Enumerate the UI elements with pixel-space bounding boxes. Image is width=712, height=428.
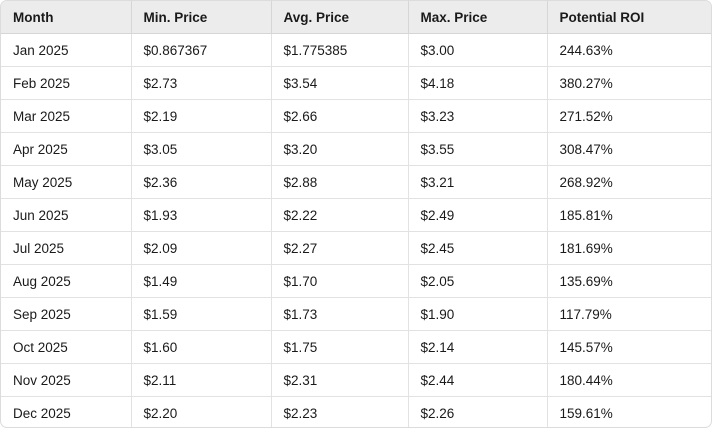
month-cell: Aug 2025: [1, 264, 132, 298]
max-price-cell: $3.55: [408, 132, 548, 166]
min-price-cell: $2.20: [131, 396, 272, 427]
potential-roi-cell: 268.92%: [547, 165, 711, 199]
month-cell: Jan 2025: [1, 33, 132, 67]
max-price-cell: $3.21: [408, 165, 548, 199]
table-row: Mar 2025 $2.19 $2.66 $3.23 271.52%: [1, 99, 711, 133]
table-row: Aug 2025 $1.49 $1.70 $2.05 135.69%: [1, 264, 711, 298]
month-cell: Sep 2025: [1, 297, 132, 331]
avg-price-cell: $2.22: [271, 198, 409, 232]
table-row: Sep 2025 $1.59 $1.73 $1.90 117.79%: [1, 297, 711, 331]
header-potential-roi: Potential ROI: [547, 1, 711, 34]
max-price-cell: $2.26: [408, 396, 548, 427]
header-min-price: Min. Price: [131, 1, 272, 34]
min-price-cell: $2.11: [131, 363, 272, 397]
avg-price-cell: $3.54: [271, 66, 409, 100]
max-price-cell: $3.00: [408, 33, 548, 67]
min-price-cell: $1.59: [131, 297, 272, 331]
month-cell: Dec 2025: [1, 396, 132, 427]
month-cell: Mar 2025: [1, 99, 132, 133]
table-row: Jun 2025 $1.93 $2.22 $2.49 185.81%: [1, 198, 711, 232]
table-row: Feb 2025 $2.73 $3.54 $4.18 380.27%: [1, 66, 711, 100]
avg-price-cell: $1.73: [271, 297, 409, 331]
max-price-cell: $2.44: [408, 363, 548, 397]
min-price-cell: $3.05: [131, 132, 272, 166]
table-row: Jan 2025 $0.867367 $1.775385 $3.00 244.63%: [1, 33, 711, 67]
avg-price-cell: $2.31: [271, 363, 409, 397]
table-header: Month Min. Price Avg. Price Max. Price P…: [1, 1, 711, 34]
potential-roi-cell: 180.44%: [547, 363, 711, 397]
avg-price-cell: $2.88: [271, 165, 409, 199]
min-price-cell: $2.36: [131, 165, 272, 199]
potential-roi-cell: 308.47%: [547, 132, 711, 166]
table-row: Apr 2025 $3.05 $3.20 $3.55 308.47%: [1, 132, 711, 166]
avg-price-cell: $1.75: [271, 330, 409, 364]
header-month: Month: [1, 1, 132, 34]
avg-price-cell: $2.66: [271, 99, 409, 133]
table-row: Dec 2025 $2.20 $2.23 $2.26 159.61%: [1, 396, 711, 427]
min-price-cell: $2.73: [131, 66, 272, 100]
potential-roi-cell: 117.79%: [547, 297, 711, 331]
avg-price-cell: $2.27: [271, 231, 409, 265]
table-body: Jan 2025 $0.867367 $1.775385 $3.00 244.63% Fe…: [1, 33, 711, 427]
potential-roi-cell: 145.57%: [547, 330, 711, 364]
month-cell: May 2025: [1, 165, 132, 199]
potential-roi-cell: 380.27%: [547, 66, 711, 100]
month-cell: Feb 2025: [1, 66, 132, 100]
min-price-cell: $2.19: [131, 99, 272, 133]
month-cell: Oct 2025: [1, 330, 132, 364]
potential-roi-cell: 181.69%: [547, 231, 711, 265]
month-cell: Jul 2025: [1, 231, 132, 265]
month-cell: Nov 2025: [1, 363, 132, 397]
min-price-cell: $2.09: [131, 231, 272, 265]
avg-price-cell: $1.775385: [271, 33, 409, 67]
potential-roi-cell: 159.61%: [559, 405, 613, 421]
max-price-cell: $2.05: [408, 264, 548, 298]
avg-price-cell: $3.20: [271, 132, 409, 166]
avg-price-cell: $1.70: [271, 264, 409, 298]
min-price-cell: $0.867367: [131, 33, 272, 67]
min-price-cell: $1.49: [131, 264, 272, 298]
header-max-price: Max. Price: [408, 1, 548, 34]
month-cell: Apr 2025: [1, 132, 132, 166]
max-price-cell: $4.18: [408, 66, 548, 100]
table-row: Oct 2025 $1.60 $1.75 $2.14 145.57%: [1, 330, 711, 364]
min-price-cell: $1.93: [131, 198, 272, 232]
max-price-cell: $3.23: [408, 99, 548, 133]
table-row: May 2025 $2.36 $2.88 $3.21 268.92%: [1, 165, 711, 199]
month-cell: Jun 2025: [1, 198, 132, 232]
avg-price-cell: $2.23: [271, 396, 409, 427]
min-price-cell: $1.60: [131, 330, 272, 364]
max-price-cell: $1.90: [408, 297, 548, 331]
table-row: Nov 2025 $2.11 $2.31 $2.44 180.44%: [1, 363, 711, 397]
max-price-cell: $2.45: [408, 231, 548, 265]
header-avg-price: Avg. Price: [271, 1, 409, 34]
max-price-cell: $2.14: [408, 330, 548, 364]
max-price-cell: $2.49: [408, 198, 548, 232]
potential-roi-cell: 271.52%: [547, 99, 711, 133]
potential-roi-cell: 244.63%: [547, 33, 711, 67]
potential-roi-cell: 185.81%: [547, 198, 711, 232]
header-row: Month Min. Price Avg. Price Max. Price P…: [1, 1, 711, 34]
table-row: Jul 2025 $2.09 $2.27 $2.45 181.69%: [1, 231, 711, 265]
potential-roi-cell: 135.69%: [547, 264, 711, 298]
